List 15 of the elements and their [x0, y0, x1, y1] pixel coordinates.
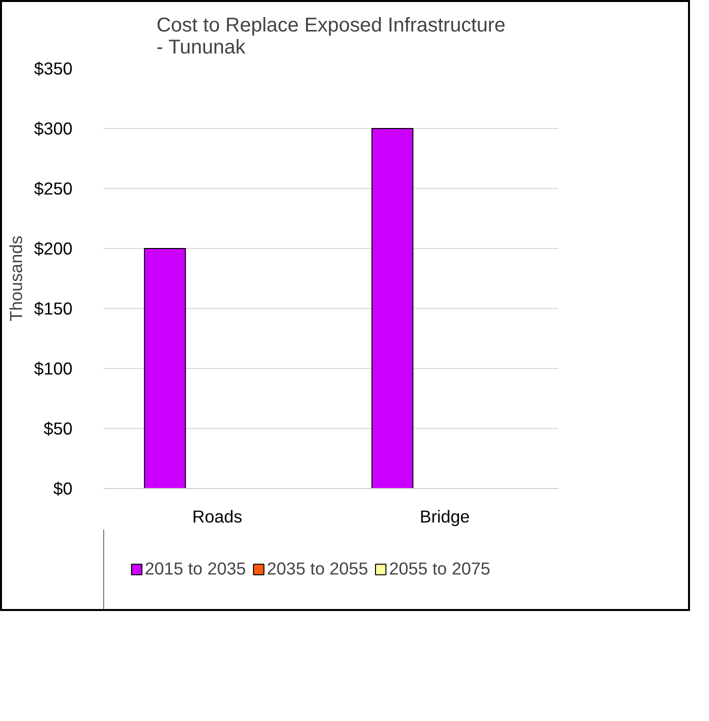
- y-tick-label: $50: [44, 418, 73, 438]
- x-tick-label: Bridge: [420, 506, 470, 526]
- y-tick-label: $0: [53, 478, 73, 498]
- chart-title: Cost to Replace Exposed Infrastructure - Tununak: [156, 14, 506, 58]
- y-tick-label: $350: [34, 58, 73, 78]
- y-tick-label: $150: [34, 298, 73, 318]
- y-axis-title: Thousands: [6, 235, 26, 322]
- legend-label: 2035 to 2055: [266, 558, 368, 580]
- legend-label: 2015 to 2035: [144, 558, 246, 580]
- y-tick-label: $300: [34, 118, 73, 138]
- legend-label: 2055 to 2075: [389, 558, 490, 580]
- y-tick-label: $200: [34, 238, 73, 258]
- y-tick-label: $100: [34, 358, 73, 378]
- y-tick-label: $250: [34, 178, 73, 198]
- x-tick-label: Roads: [192, 506, 243, 526]
